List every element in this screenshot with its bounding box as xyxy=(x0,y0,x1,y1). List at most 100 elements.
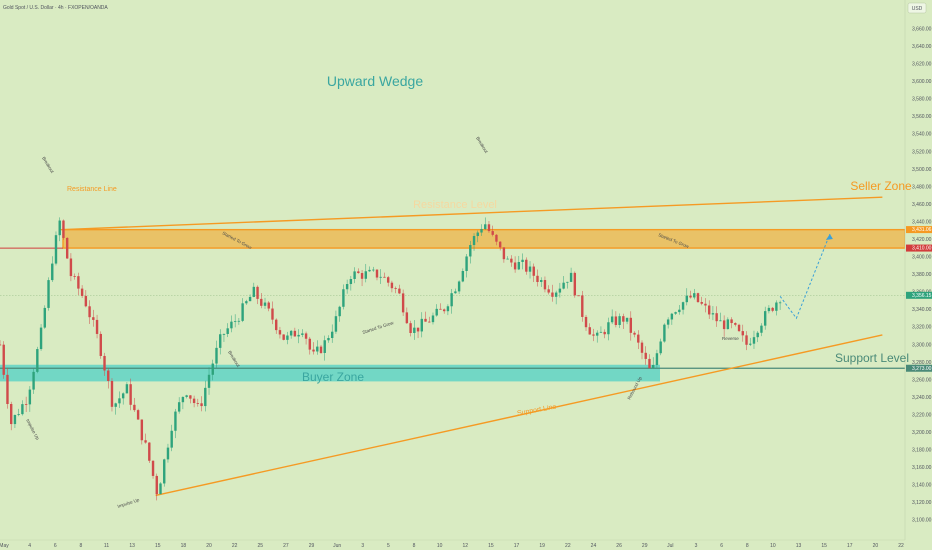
candle-body xyxy=(618,316,621,326)
y-tick-label: 3,200.00 xyxy=(912,430,932,436)
candle-body xyxy=(263,302,267,306)
candle-body xyxy=(450,293,453,307)
candle-body xyxy=(327,338,330,341)
x-tick-label: Jun xyxy=(333,543,341,549)
candle-body xyxy=(655,353,659,366)
currency-button[interactable] xyxy=(907,2,927,14)
support-trend-line xyxy=(155,334,883,497)
x-tick-label: 6 xyxy=(720,543,723,549)
candle-body xyxy=(17,414,20,415)
y-tick-label: 3,600.00 xyxy=(912,79,932,85)
candle-body xyxy=(174,411,177,431)
candle-body xyxy=(0,344,2,346)
x-tick-label: 5 xyxy=(387,543,390,549)
x-tick-label: 12 xyxy=(463,543,469,549)
candle-body xyxy=(375,269,379,278)
projection-arrowhead xyxy=(825,234,833,241)
candle-body xyxy=(28,389,32,405)
candle-body xyxy=(760,325,763,333)
candle-body xyxy=(663,324,666,342)
price-axis[interactable]: 3,100.00 3,120.00 3,140.00 3,160.00 3,180.00… xyxy=(912,26,932,523)
x-tick-label: 18 xyxy=(181,543,187,549)
time-axis[interactable]: May 4 6 8 11 13 15 18 20 22 25 27 29 Jun 3 5 8 10 12 15 17 19… xyxy=(0,543,904,549)
x-tick-label: 10 xyxy=(437,543,443,549)
candle-body xyxy=(737,324,741,332)
candle-body xyxy=(47,280,50,308)
candle-body xyxy=(540,280,543,282)
price-badges: 3,431.06 3,410.00 3,356.15 3,273.00 xyxy=(906,226,932,372)
candle-body xyxy=(670,313,674,320)
y-tick-label: 3,100.00 xyxy=(912,518,932,524)
seller-zone-label: Seller Zone xyxy=(850,179,912,193)
candle-body xyxy=(435,308,438,316)
candle-body xyxy=(461,271,465,282)
candle-body xyxy=(342,289,345,307)
candle-body xyxy=(6,374,9,405)
candle-body xyxy=(319,346,323,353)
resistance-line-label: Resistance Line xyxy=(67,186,117,193)
candle-body xyxy=(693,293,696,298)
candle-body xyxy=(685,295,688,303)
candle-body xyxy=(110,380,114,407)
x-tick-label: 29 xyxy=(309,543,315,549)
x-tick-label: 27 xyxy=(283,543,289,549)
y-tick-label: 3,400.00 xyxy=(912,255,932,261)
candle-body xyxy=(36,349,39,372)
y-tick-label: 3,500.00 xyxy=(912,167,932,173)
candle-body xyxy=(465,256,468,272)
candle-body xyxy=(148,442,151,461)
candle-body xyxy=(543,280,547,290)
candle-body xyxy=(409,323,412,333)
y-tick-label: 3,300.00 xyxy=(912,342,932,348)
candle-body xyxy=(92,317,95,320)
y-tick-label: 3,640.00 xyxy=(912,44,932,50)
x-tick-label: 11 xyxy=(104,543,109,549)
candle-body xyxy=(144,440,147,443)
candle-body xyxy=(364,271,367,279)
candle-body xyxy=(43,307,46,328)
candle-body xyxy=(323,340,326,353)
currency-label: USD xyxy=(912,6,923,12)
candle-body xyxy=(517,262,521,270)
candle-body xyxy=(674,312,677,314)
candle-body xyxy=(633,332,636,335)
support-level-label: Support Level xyxy=(835,351,909,365)
candle-body xyxy=(177,402,181,412)
candle-body xyxy=(278,330,282,335)
candle-body xyxy=(271,308,274,320)
candle-body xyxy=(588,327,591,335)
y-tick-label: 3,480.00 xyxy=(912,184,932,190)
candle-body xyxy=(640,342,644,353)
candle-body xyxy=(304,333,308,339)
candle-body xyxy=(360,273,364,279)
candle-body xyxy=(573,272,577,296)
candle-body xyxy=(599,331,603,333)
candle-body xyxy=(32,371,35,390)
candle-body xyxy=(256,286,259,299)
candle-body xyxy=(136,410,140,420)
candle-body xyxy=(237,320,241,322)
y-tick-label: 3,340.00 xyxy=(912,307,932,313)
y-tick-label: 3,160.00 xyxy=(912,465,932,471)
resistance-zone xyxy=(62,228,906,249)
candle-body xyxy=(357,271,360,274)
price-axis-panel[interactable] xyxy=(905,0,932,550)
y-tick-label: 3,420.00 xyxy=(912,237,932,243)
candle-body xyxy=(275,319,278,331)
candle-body xyxy=(166,447,170,460)
candle-body xyxy=(159,483,162,495)
candle-body xyxy=(107,370,110,381)
candle-body xyxy=(719,320,722,322)
candle-body xyxy=(151,460,155,476)
candle-body xyxy=(390,282,394,289)
candle-body xyxy=(487,224,491,232)
candle-body xyxy=(289,330,293,336)
trend-lines xyxy=(60,196,883,497)
support-zone xyxy=(0,364,660,382)
candle-body xyxy=(196,403,200,404)
candle-body xyxy=(525,259,528,272)
candle-body xyxy=(666,319,670,325)
candle-body xyxy=(652,365,655,369)
